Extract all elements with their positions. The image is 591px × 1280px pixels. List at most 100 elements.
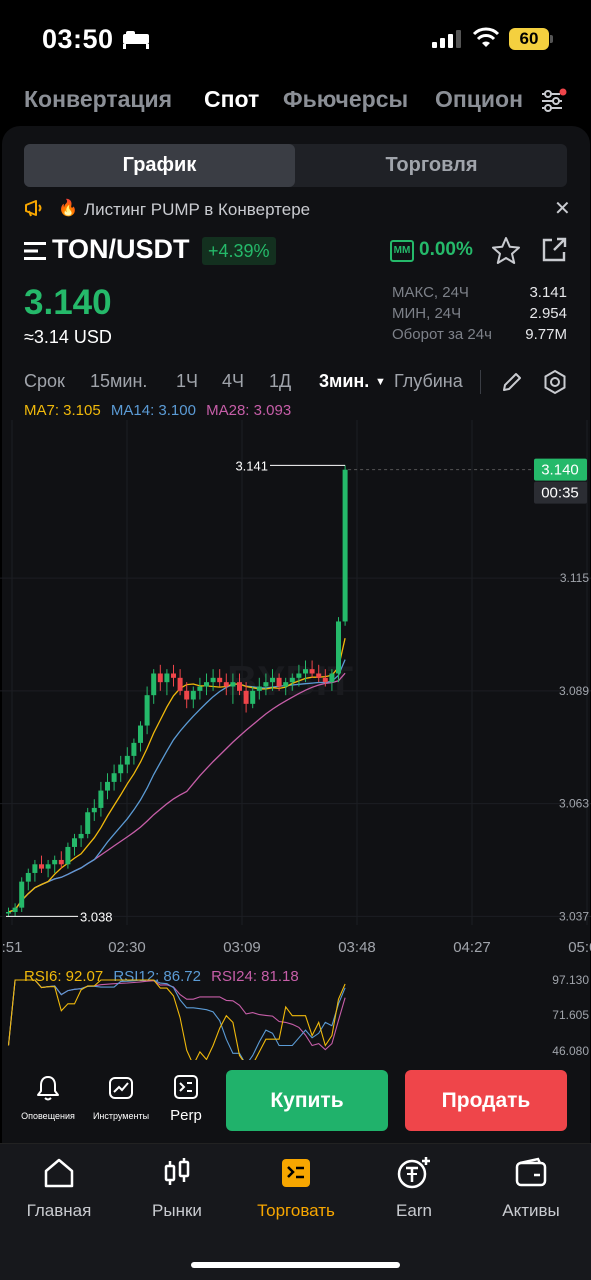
candle [157, 673, 163, 683]
alerts-button[interactable]: Оповещения [13, 1074, 83, 1121]
nav-markets-label: Рынки [152, 1201, 202, 1220]
nav-earn[interactable]: Earn [359, 1156, 469, 1221]
trade-icon [282, 1159, 310, 1187]
candle [118, 764, 124, 774]
nav-home-label: Главная [26, 1201, 92, 1220]
settings-sliders-icon[interactable] [540, 88, 568, 114]
earn-coin-icon [397, 1157, 430, 1189]
candle [72, 838, 77, 847]
high-marker-label: 3.141 [235, 458, 268, 473]
tools-button[interactable]: Инструменты [86, 1074, 156, 1121]
megaphone-icon [25, 200, 42, 217]
tab-spot[interactable]: Спот [204, 86, 260, 112]
tf-4h[interactable]: 4Ч [222, 371, 245, 391]
x-tick-label: 03:48 [338, 939, 376, 956]
tf-1h[interactable]: 1Ч [176, 371, 199, 391]
trade-tab[interactable]: Торговля [385, 154, 478, 176]
pair-symbol[interactable]: TON/USDT [52, 234, 190, 264]
stat-high-label: МАКС, 24Ч [392, 284, 469, 301]
perp-button[interactable]: Perp [151, 1074, 221, 1124]
stat-turnover-label: Оборот за 24ч [392, 326, 492, 343]
ma28-line [8, 672, 346, 913]
rsi-tick-label: 71.605 [552, 1008, 589, 1022]
nav-assets[interactable]: Активы [476, 1156, 586, 1221]
candle [243, 690, 249, 704]
fire-icon: 🔥 [58, 200, 78, 217]
tab-futures[interactable]: Фьючерсы [283, 86, 409, 112]
candle [217, 677, 223, 683]
x-tick-label: 02:30 [108, 939, 146, 956]
candle [210, 677, 216, 683]
usd-price: ≈3.14 USD [24, 327, 112, 347]
candle [177, 677, 183, 691]
x-tick-label: :51 [2, 939, 23, 956]
tf-selected[interactable]: 3мин. [319, 371, 370, 391]
countdown-text: 00:35 [541, 485, 579, 502]
candle [190, 690, 196, 700]
tools-chart-icon [109, 1077, 133, 1099]
candle [25, 872, 31, 882]
view-switch: График Торговля [24, 144, 567, 187]
promo-banner[interactable]: 🔥 Листинг PUMP в Конвертере ✕ [24, 198, 572, 222]
candle [6, 911, 11, 914]
candle [303, 669, 308, 674]
tf-period[interactable]: Срок [24, 371, 65, 391]
wallet-icon [515, 1157, 547, 1187]
candle [144, 695, 150, 726]
action-bar: Оповещения Инструменты Perp Купить Прода… [0, 1068, 591, 1134]
candle [12, 907, 18, 912]
candle [289, 677, 295, 683]
candle [138, 725, 143, 743]
candle [296, 673, 302, 678]
pair-menu-icon[interactable] [24, 242, 46, 260]
price-chart[interactable]: 3.115 3.089 3.063 3.037:51 02:30 03:09 03:48 04… [0, 420, 591, 965]
x-tick-label: 05:06 [568, 939, 591, 956]
chart-tab[interactable]: График [24, 144, 295, 187]
bell-icon [37, 1076, 59, 1101]
tab-options[interactable]: Опцион [435, 86, 524, 112]
nav-trade[interactable]: Торговать [241, 1156, 351, 1221]
stats-24h: МАКС, 24Ч 3.141 МИН, 24Ч 2.954 Оборот за 2… [392, 284, 567, 347]
candle [197, 686, 203, 691]
close-icon[interactable]: ✕ [554, 198, 571, 220]
status-time: 03:50 [42, 24, 114, 54]
candle [151, 673, 157, 696]
candle [52, 859, 58, 865]
alerts-label: Оповещения [21, 1111, 75, 1121]
candle [184, 690, 190, 700]
rsi24-label: RSI24: 81.18 [211, 968, 299, 985]
nav-assets-label: Активы [502, 1201, 560, 1220]
pencil-icon[interactable] [500, 370, 524, 394]
divider [480, 370, 481, 394]
indicator-settings-icon[interactable] [542, 369, 568, 395]
tf-15m[interactable]: 15мин. [90, 371, 148, 391]
tab-convert[interactable]: Конвертация [24, 86, 173, 112]
rsi6-line [7, 979, 346, 1060]
chevron-down-icon[interactable]: ▼ [375, 376, 386, 388]
candle [91, 807, 97, 813]
x-tick-label: 04:27 [453, 939, 491, 956]
depth-tab[interactable]: Глубина [394, 371, 463, 391]
y-tick-label: 3.089 [559, 684, 589, 698]
mm-icon[interactable]: MM [390, 240, 414, 262]
bed-icon [123, 31, 149, 49]
buy-button[interactable]: Купить [226, 1070, 388, 1131]
status-bar: 03:50 60 [0, 0, 591, 80]
stat-low-label: МИН, 24Ч [392, 305, 462, 322]
last-price-badge [534, 458, 587, 481]
share-icon[interactable] [540, 236, 568, 264]
signal-icon [432, 30, 461, 48]
timeframe-bar: Срок 15мин. 1Ч 4Ч 1Д 3мин. ▼ Глубина [24, 369, 572, 395]
stat-turnover-value: 9.77M [525, 326, 567, 343]
sell-button[interactable]: Продать [405, 1070, 567, 1131]
candle [171, 673, 176, 678]
ma7-label: MA7: 3.105 [24, 402, 101, 419]
low-marker-label: 3.038 [80, 909, 113, 924]
candle [309, 669, 315, 674]
battery-cap [550, 35, 553, 43]
star-icon[interactable] [491, 236, 521, 266]
nav-markets[interactable]: Рынки [122, 1156, 232, 1221]
tf-1d[interactable]: 1Д [269, 371, 292, 391]
ma7-line [8, 638, 346, 913]
nav-home[interactable]: Главная [4, 1156, 114, 1221]
